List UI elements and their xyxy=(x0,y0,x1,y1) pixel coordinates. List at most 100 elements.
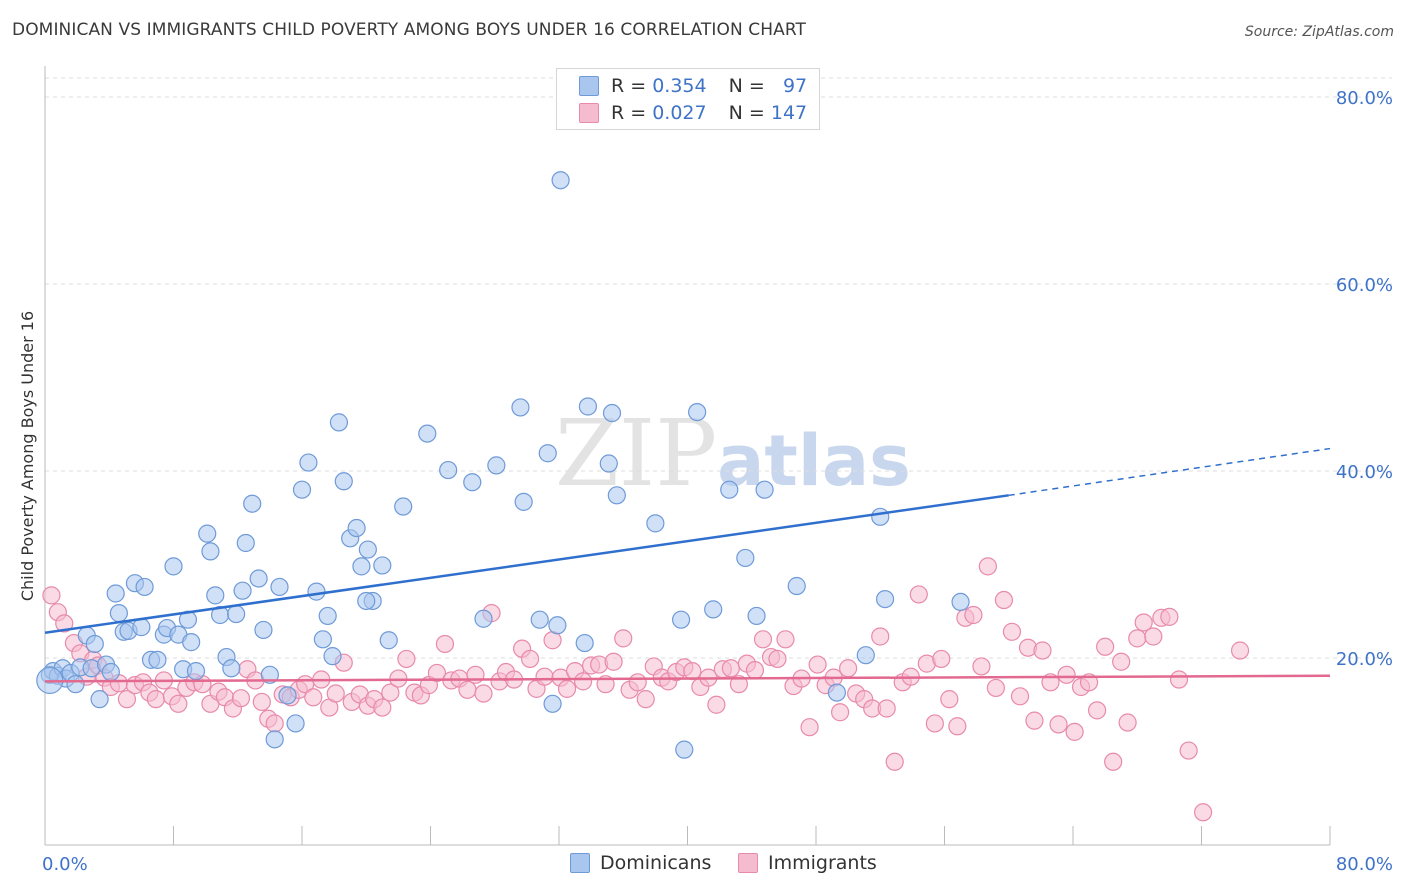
point-dominicans xyxy=(313,630,332,649)
point-dominicans xyxy=(249,569,268,588)
y-axis-label: Child Poverty Among Boys Under 16 xyxy=(18,311,37,601)
point-immigrants xyxy=(978,557,997,576)
point-dominicans xyxy=(511,398,530,417)
point-immigrants xyxy=(169,694,188,713)
point-immigrants xyxy=(535,667,554,686)
legend-item-immigrants[interactable]: Immigrants xyxy=(738,852,877,874)
point-dominicans xyxy=(323,647,342,666)
point-dominicans xyxy=(254,620,273,640)
point-immigrants xyxy=(1087,701,1107,720)
point-dominicans xyxy=(318,606,337,626)
legend-n-label: N = xyxy=(728,75,765,97)
point-dominicans xyxy=(530,610,549,629)
legend-row-immigrants: R = 0.027 N = 147 xyxy=(579,100,807,126)
point-dominicans xyxy=(538,444,557,463)
point-immigrants xyxy=(839,659,858,678)
point-dominicans xyxy=(394,497,413,516)
point-dominicans xyxy=(474,609,493,628)
point-immigrants xyxy=(1033,641,1052,660)
point-immigrants xyxy=(1104,752,1123,771)
legend-swatch-dominicans xyxy=(579,76,599,96)
point-immigrants xyxy=(1128,629,1147,648)
point-immigrants xyxy=(1049,715,1068,734)
point-immigrants xyxy=(381,683,400,702)
point-immigrants xyxy=(877,699,896,718)
point-dominicans xyxy=(66,675,85,694)
point-immigrants xyxy=(1230,641,1250,660)
point-dominicans xyxy=(182,633,201,652)
point-immigrants xyxy=(800,718,819,737)
legend-n-label: N = xyxy=(728,102,765,124)
point-dominicans xyxy=(334,472,353,491)
point-dominicans xyxy=(578,397,598,416)
point-immigrants xyxy=(373,698,392,717)
point-dominicans xyxy=(607,486,626,505)
point-immigrants xyxy=(427,663,447,683)
trendline-dominicans xyxy=(44,494,1009,634)
points-layer xyxy=(36,171,1250,822)
y-tick-label: 20.0% xyxy=(1336,649,1393,670)
point-dominicans xyxy=(307,582,326,601)
point-dominicans xyxy=(787,576,806,596)
point-dominicans xyxy=(704,600,723,619)
point-dominicans xyxy=(286,714,305,733)
point-dominicans xyxy=(736,548,755,568)
point-dominicans xyxy=(222,659,241,678)
point-immigrants xyxy=(55,614,74,633)
point-dominicans xyxy=(827,683,846,702)
point-dominicans xyxy=(347,518,366,538)
point-dominicans xyxy=(206,586,225,605)
legend-row-dominicans: R = 0.354 N = 97 xyxy=(579,73,807,99)
point-dominicans xyxy=(299,453,318,472)
correlation-legend: R = 0.354 N = 97 R = 0.027 N = 147 xyxy=(556,68,820,130)
point-immigrants xyxy=(1134,613,1153,632)
labels-layer: 20.0% 40.0% 60.0% 80.0% 0.0% 80.0% Child Pover… xyxy=(18,88,1393,875)
point-dominicans xyxy=(292,480,312,499)
point-dominicans xyxy=(875,589,895,609)
legend-r-value: 0.354 xyxy=(652,75,707,97)
point-dominicans xyxy=(548,616,567,635)
legend-swatch-immigrants xyxy=(579,103,599,123)
point-immigrants xyxy=(940,690,959,709)
point-immigrants xyxy=(909,585,928,604)
point-immigrants xyxy=(1194,803,1213,822)
legend-swatch-immigrants xyxy=(738,853,758,873)
point-dominicans xyxy=(671,610,691,629)
point-immigrants xyxy=(1160,607,1179,626)
point-dominicans xyxy=(463,473,482,492)
point-immigrants xyxy=(683,661,702,681)
chart-source: Source: ZipAtlas.com xyxy=(1244,24,1394,40)
legend-n-value: 147 xyxy=(770,102,808,124)
point-immigrants xyxy=(397,649,416,669)
point-immigrants xyxy=(986,678,1006,698)
point-dominicans xyxy=(132,618,151,637)
point-immigrants xyxy=(252,692,271,712)
y-tick-label: 60.0% xyxy=(1336,275,1393,296)
point-immigrants xyxy=(1144,627,1163,646)
point-immigrants xyxy=(458,680,477,699)
point-dominicans xyxy=(260,665,279,684)
point-immigrants xyxy=(925,714,944,733)
point-dominicans xyxy=(90,690,109,709)
point-dominicans xyxy=(602,403,622,423)
point-dominicans xyxy=(109,604,128,623)
point-immigrants xyxy=(1065,722,1084,741)
point-dominicans xyxy=(329,413,349,432)
point-immigrants xyxy=(573,672,593,691)
point-dominicans xyxy=(243,494,262,513)
point-immigrants xyxy=(729,675,749,694)
point-dominicans xyxy=(379,631,398,650)
legend-label-dominicans: Dominicans xyxy=(600,852,712,874)
point-dominicans xyxy=(85,634,104,654)
axes-layer xyxy=(44,66,1331,846)
point-immigrants xyxy=(520,649,540,669)
point-dominicans xyxy=(871,507,890,526)
point-immigrants xyxy=(557,679,577,698)
legend-item-dominicans[interactable]: Dominicans xyxy=(570,852,711,874)
point-immigrants xyxy=(146,690,165,709)
point-immigrants xyxy=(636,690,655,709)
point-dominicans xyxy=(106,584,125,603)
legend-label-immigrants: Immigrants xyxy=(768,852,877,874)
point-dominicans xyxy=(233,581,252,600)
point-immigrants xyxy=(604,652,623,671)
